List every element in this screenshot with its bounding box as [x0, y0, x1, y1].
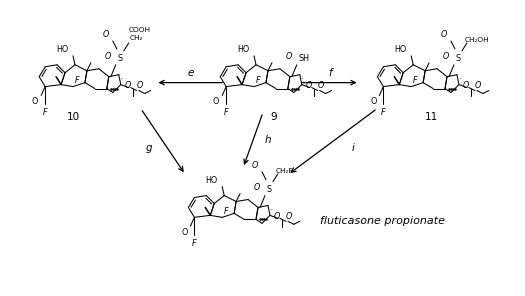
Text: F: F — [224, 108, 228, 118]
Text: O: O — [318, 81, 324, 90]
Text: S: S — [118, 54, 123, 63]
Text: O: O — [441, 30, 447, 39]
Text: 11: 11 — [425, 112, 438, 122]
Text: CH₂: CH₂ — [130, 35, 143, 41]
Text: O: O — [274, 212, 280, 221]
Text: 10: 10 — [67, 112, 80, 122]
Text: O: O — [475, 81, 481, 90]
Text: O: O — [252, 161, 258, 170]
Text: •: • — [302, 78, 303, 82]
Text: O: O — [32, 97, 38, 107]
Text: O: O — [213, 97, 219, 107]
Text: O: O — [102, 30, 109, 39]
Text: 9: 9 — [270, 112, 277, 122]
Text: O: O — [181, 228, 187, 237]
Text: i: i — [352, 143, 355, 153]
Text: S: S — [267, 185, 272, 194]
Text: h: h — [265, 135, 271, 145]
Text: O: O — [463, 81, 469, 90]
Text: O: O — [306, 81, 312, 90]
Text: O: O — [286, 212, 292, 221]
Text: HO: HO — [237, 45, 249, 54]
Text: F: F — [381, 108, 386, 118]
Text: F: F — [224, 207, 228, 216]
Text: •: • — [459, 78, 461, 82]
Text: O: O — [443, 52, 449, 61]
Text: O: O — [104, 52, 111, 61]
Text: O: O — [136, 81, 143, 90]
Text: F: F — [75, 76, 79, 85]
Text: S: S — [456, 54, 461, 63]
Text: O: O — [254, 183, 260, 192]
Text: O: O — [125, 81, 131, 90]
Text: F: F — [413, 76, 417, 85]
Text: e: e — [187, 68, 194, 78]
Text: HO: HO — [394, 45, 406, 54]
Text: F: F — [192, 239, 197, 248]
Text: CH₂F: CH₂F — [276, 168, 293, 174]
Text: F: F — [256, 76, 260, 85]
Text: •: • — [270, 208, 272, 213]
Text: fluticasone propionate: fluticasone propionate — [320, 216, 445, 226]
Text: f: f — [328, 68, 331, 78]
Text: SH: SH — [299, 54, 310, 63]
Text: O: O — [286, 52, 292, 61]
Text: F: F — [43, 108, 47, 118]
Text: CH₂OH: CH₂OH — [465, 37, 489, 43]
Text: g: g — [145, 143, 152, 153]
Text: O: O — [370, 97, 376, 107]
Text: •: • — [121, 78, 122, 82]
Text: HO: HO — [56, 45, 68, 54]
Text: HO: HO — [205, 176, 217, 185]
Text: COOH: COOH — [129, 27, 151, 33]
